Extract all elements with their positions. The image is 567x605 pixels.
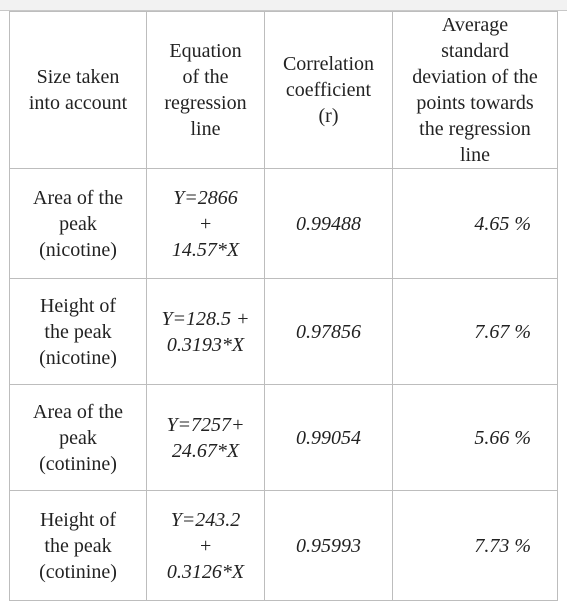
table-row: Area of the peak (cotinine) Y=7257+ 24.6… (9, 384, 558, 491)
cell-size: Area of the peak (nicotine) (9, 168, 147, 279)
header-deviation: Average standard deviation of the points… (392, 11, 558, 169)
table-row: Height of the peak (cotinine) Y=243.2 + … (9, 490, 558, 601)
cell-equation: Y=2866 + 14.57*X (146, 168, 265, 279)
header-equation: Equation of the regression line (146, 11, 265, 169)
cell-equation: Y=243.2 + 0.3126*X (146, 490, 265, 601)
cell-deviation: 4.65 % (392, 168, 558, 279)
cell-deviation: 5.66 % (392, 384, 558, 491)
header-correlation: Correlation coefficient (r) (264, 11, 393, 169)
cell-size: Area of the peak (cotinine) (9, 384, 147, 491)
table-row: Height of the peak (nicotine) Y=128.5 + … (9, 278, 558, 385)
header-size: Size taken into account (9, 11, 147, 169)
cell-correlation: 0.99054 (264, 384, 393, 491)
cell-correlation: 0.99488 (264, 168, 393, 279)
regression-table: Size taken into account Equation of the … (9, 11, 558, 601)
cell-deviation: 7.67 % (392, 278, 558, 385)
cell-correlation: 0.97856 (264, 278, 393, 385)
cell-deviation: 7.73 % (392, 490, 558, 601)
cell-size: Height of the peak (nicotine) (9, 278, 147, 385)
cell-equation: Y=7257+ 24.67*X (146, 384, 265, 491)
cell-equation: Y=128.5 + 0.3193*X (146, 278, 265, 385)
table-header-row: Size taken into account Equation of the … (9, 11, 558, 169)
table-row: Area of the peak (nicotine) Y=2866 + 14.… (9, 168, 558, 279)
cell-size: Height of the peak (cotinine) (9, 490, 147, 601)
cell-correlation: 0.95993 (264, 490, 393, 601)
top-band (0, 0, 567, 11)
